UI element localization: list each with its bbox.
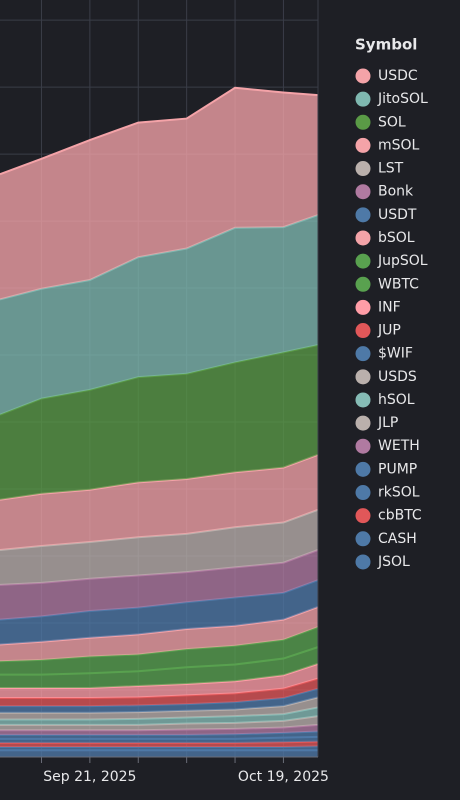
legend-swatch (355, 554, 371, 570)
legend-label: JSOL (377, 554, 410, 570)
legend-label: $WIF (378, 346, 413, 362)
area (0, 606, 318, 662)
legend-swatch (355, 91, 371, 107)
legend-swatch (355, 508, 371, 524)
legend-label: hSOL (378, 392, 415, 408)
legend-label: JLP (377, 415, 398, 431)
legend-swatch (355, 207, 371, 223)
legend-swatch (355, 253, 371, 269)
area (0, 697, 318, 720)
area-edge (0, 86, 319, 176)
legend-swatch (355, 438, 371, 454)
x-tick-label: Oct 19, 2025 (238, 769, 329, 785)
legend-label: WBTC (378, 276, 419, 292)
area-edge (0, 579, 319, 621)
area (0, 509, 318, 585)
legend-label: INF (378, 299, 401, 315)
area (0, 724, 318, 735)
legend-label: JupSOL (377, 253, 428, 269)
legend-swatch (355, 346, 371, 362)
legend-swatch (355, 230, 371, 246)
legend-label: Bonk (378, 184, 414, 200)
area (0, 663, 318, 699)
area (0, 750, 318, 757)
area (0, 215, 318, 415)
legend-label: rkSOL (378, 485, 420, 501)
legend-swatch (355, 161, 371, 177)
area (0, 345, 318, 500)
legend-swatch (355, 415, 371, 431)
legend-label: mSOL (378, 137, 420, 153)
legend-swatch (355, 299, 371, 315)
legend-label: USDT (378, 207, 417, 223)
area (0, 454, 318, 550)
legend-label: USDS (378, 369, 417, 385)
legend-label: SOL (378, 114, 406, 130)
areas (0, 86, 319, 757)
legend-label: WETH (378, 438, 420, 454)
x-tick-label: Sep 21, 2025 (43, 769, 136, 785)
legend-swatch (355, 68, 371, 84)
area (0, 736, 318, 743)
legend-label: CASH (378, 531, 417, 547)
area (0, 627, 318, 675)
legend-label: JitoSOL (377, 91, 428, 107)
legend-swatch (355, 461, 371, 477)
legend-swatch (355, 369, 371, 385)
area (0, 678, 318, 707)
legend-label: bSOL (378, 230, 415, 246)
area-edge (0, 549, 319, 586)
area (0, 580, 318, 645)
area (0, 647, 318, 688)
legend-swatch (355, 114, 371, 130)
legend-swatch (355, 184, 371, 200)
legend-label: cbBTC (378, 508, 422, 524)
legend-label: LST (378, 161, 404, 177)
area (0, 707, 318, 725)
legend-label: JUP (377, 323, 401, 339)
legend-swatch (355, 137, 371, 153)
area (0, 87, 318, 300)
legend-swatch (355, 392, 371, 408)
legend-swatch (355, 485, 371, 501)
legend-title: Symbol (355, 36, 417, 54)
legend-label: USDC (378, 68, 418, 84)
legend-swatch (355, 323, 371, 339)
area (0, 716, 318, 731)
legend-swatch (355, 531, 371, 547)
legend-swatch (355, 276, 371, 292)
legend-label: PUMP (378, 461, 417, 477)
